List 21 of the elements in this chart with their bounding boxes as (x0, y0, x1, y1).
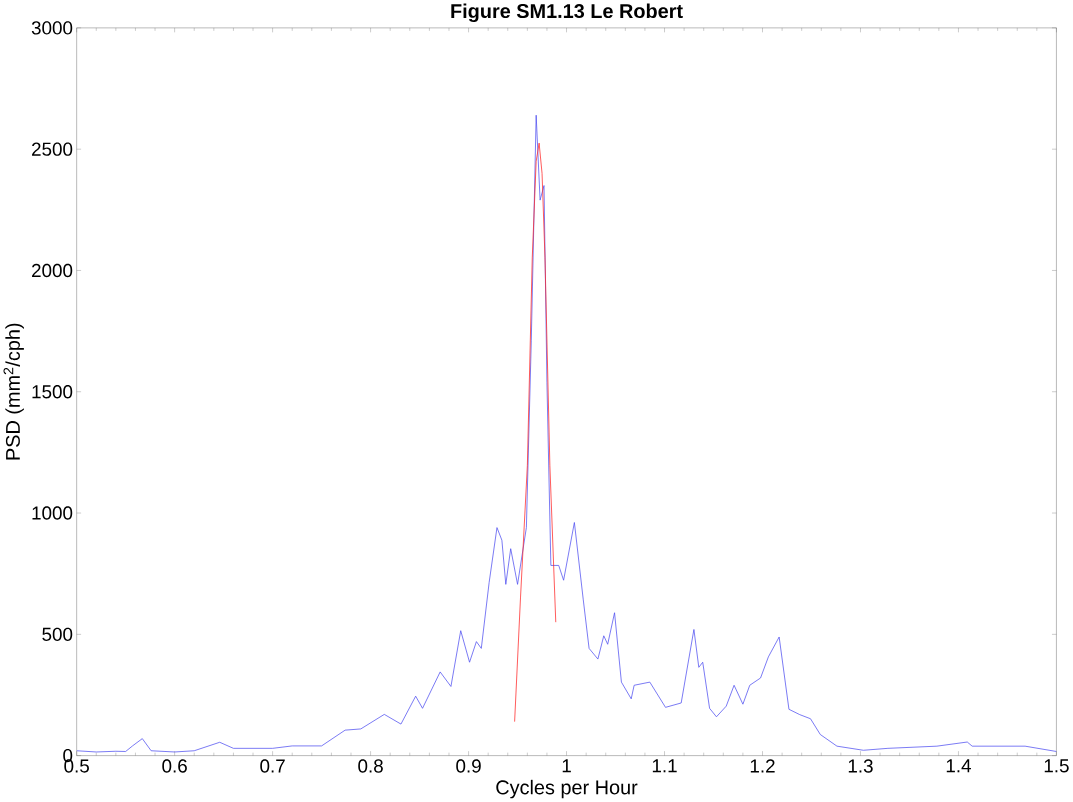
x-tick-label: 1.4 (946, 759, 971, 773)
y-tick-label: 2000 (32, 263, 73, 278)
x-tick-label: 0.9 (456, 759, 481, 773)
line-series (76, 114, 1057, 753)
y-tick-label: 2500 (32, 142, 73, 156)
x-axis-title: Cycles per Hour (496, 779, 638, 799)
x-tick-label: 1.2 (750, 759, 775, 773)
x-tick-label: 1 (562, 759, 571, 773)
y-tick-label: 500 (42, 627, 73, 642)
y-tick-label: 3000 (31, 21, 73, 35)
x-tick-label: 1.3 (848, 759, 873, 773)
y-tick-label: 1500 (32, 385, 73, 399)
x-tick-label: 0.8 (358, 759, 383, 773)
x-tick-label: 1.5 (1044, 759, 1069, 773)
line-series (514, 142, 557, 723)
y-tick-label: 1000 (32, 506, 73, 520)
x-tick-label: 1.1 (652, 759, 677, 773)
x-tick-label: 0.7 (260, 759, 285, 773)
y-axis-title: PSD (mm$^{2}$/cph) (3, 323, 24, 460)
chart-title: Figure SM1.13 Le Robert (451, 3, 683, 23)
x-tick-label: 0.6 (162, 759, 187, 773)
